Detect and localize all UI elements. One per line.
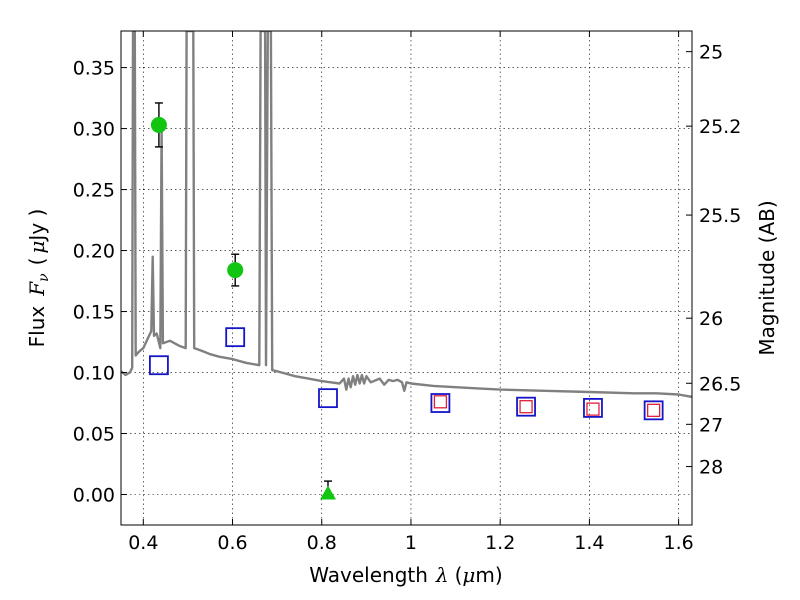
- x-axis-label: Wavelength λ (μm): [309, 563, 502, 587]
- x-tick-label: 1.4: [574, 532, 604, 554]
- marker-layer: [149, 102, 664, 500]
- upper-limit-point: [319, 485, 336, 500]
- y-tick-label: 0.20: [73, 241, 115, 263]
- y-tick-label: 0.00: [73, 485, 115, 507]
- spectrum-line: [121, 31, 692, 399]
- y-tick-label: 0.10: [73, 363, 115, 385]
- plot-frame: [120, 30, 693, 526]
- right-tick-label: 25: [699, 42, 723, 64]
- x-axis-label-text: Wavelength: [309, 563, 428, 587]
- right-tick-label: 27: [699, 414, 723, 436]
- right-tick-label: 25.5: [699, 205, 741, 227]
- right-tick-label: 25.2: [699, 116, 741, 138]
- model-point-red: [433, 395, 448, 409]
- x-axis-symbol: λ: [435, 563, 449, 587]
- x-tick-label: 1.2: [485, 532, 515, 554]
- y-axis-label-text: Flux: [25, 306, 49, 348]
- y-axis-subscript: ν: [36, 273, 52, 282]
- photometry-point: [150, 116, 167, 133]
- x-tick-label: 0.8: [307, 532, 337, 554]
- y-axis-unit-mu: μ: [25, 241, 49, 254]
- y-tick-label: 0.35: [73, 58, 115, 80]
- y-tick-label: 0.05: [73, 424, 115, 446]
- y-tick-label: 0.30: [73, 119, 115, 141]
- spectrum-layer: [121, 31, 692, 399]
- right-tick-label: 28: [699, 457, 723, 479]
- y-axis-unit-close: Jy ): [25, 209, 49, 243]
- plot-background: [121, 31, 692, 525]
- x-axis-unit-close: m): [475, 563, 502, 587]
- y-tick-label: 0.25: [73, 180, 115, 202]
- y-tick-label: 0.15: [73, 302, 115, 324]
- photometry-point: [227, 262, 244, 279]
- x-tick-label: 1: [405, 532, 417, 554]
- model-point-blue: [225, 327, 246, 348]
- model-point-blue: [318, 388, 338, 409]
- right-tick-label: 26.5: [699, 373, 741, 395]
- tick-layer: 0.4 0.6 0.8 1 1.2 1.4 1.6 0.00 0.05 0.10 0.15 0.20 0…: [73, 31, 741, 554]
- x-tick-label: 1.6: [664, 532, 694, 554]
- right-tick-label: 26: [699, 308, 723, 330]
- y-axis-label: Flux Fν ( μJy ): [25, 209, 52, 348]
- model-point-red: [646, 403, 661, 417]
- y-axis-symbol: F: [25, 281, 49, 297]
- x-tick-label: 0.4: [128, 532, 158, 554]
- grid-lines: [121, 31, 692, 525]
- x-axis-unit-mu: μ: [462, 563, 475, 587]
- model-point-blue: [643, 400, 664, 421]
- x-axis-unit-open: (: [455, 563, 463, 587]
- x-tick-label: 0.6: [217, 532, 247, 554]
- model-point-blue: [149, 355, 169, 376]
- y-axis-unit-open: (: [25, 258, 49, 266]
- model-point-blue: [583, 398, 603, 418]
- model-point-blue: [430, 393, 451, 413]
- model-point-blue: [516, 396, 536, 417]
- model-point-red: [586, 402, 600, 416]
- model-point-red: [519, 400, 533, 414]
- right-axis-label: Magnitude (AB): [755, 200, 779, 355]
